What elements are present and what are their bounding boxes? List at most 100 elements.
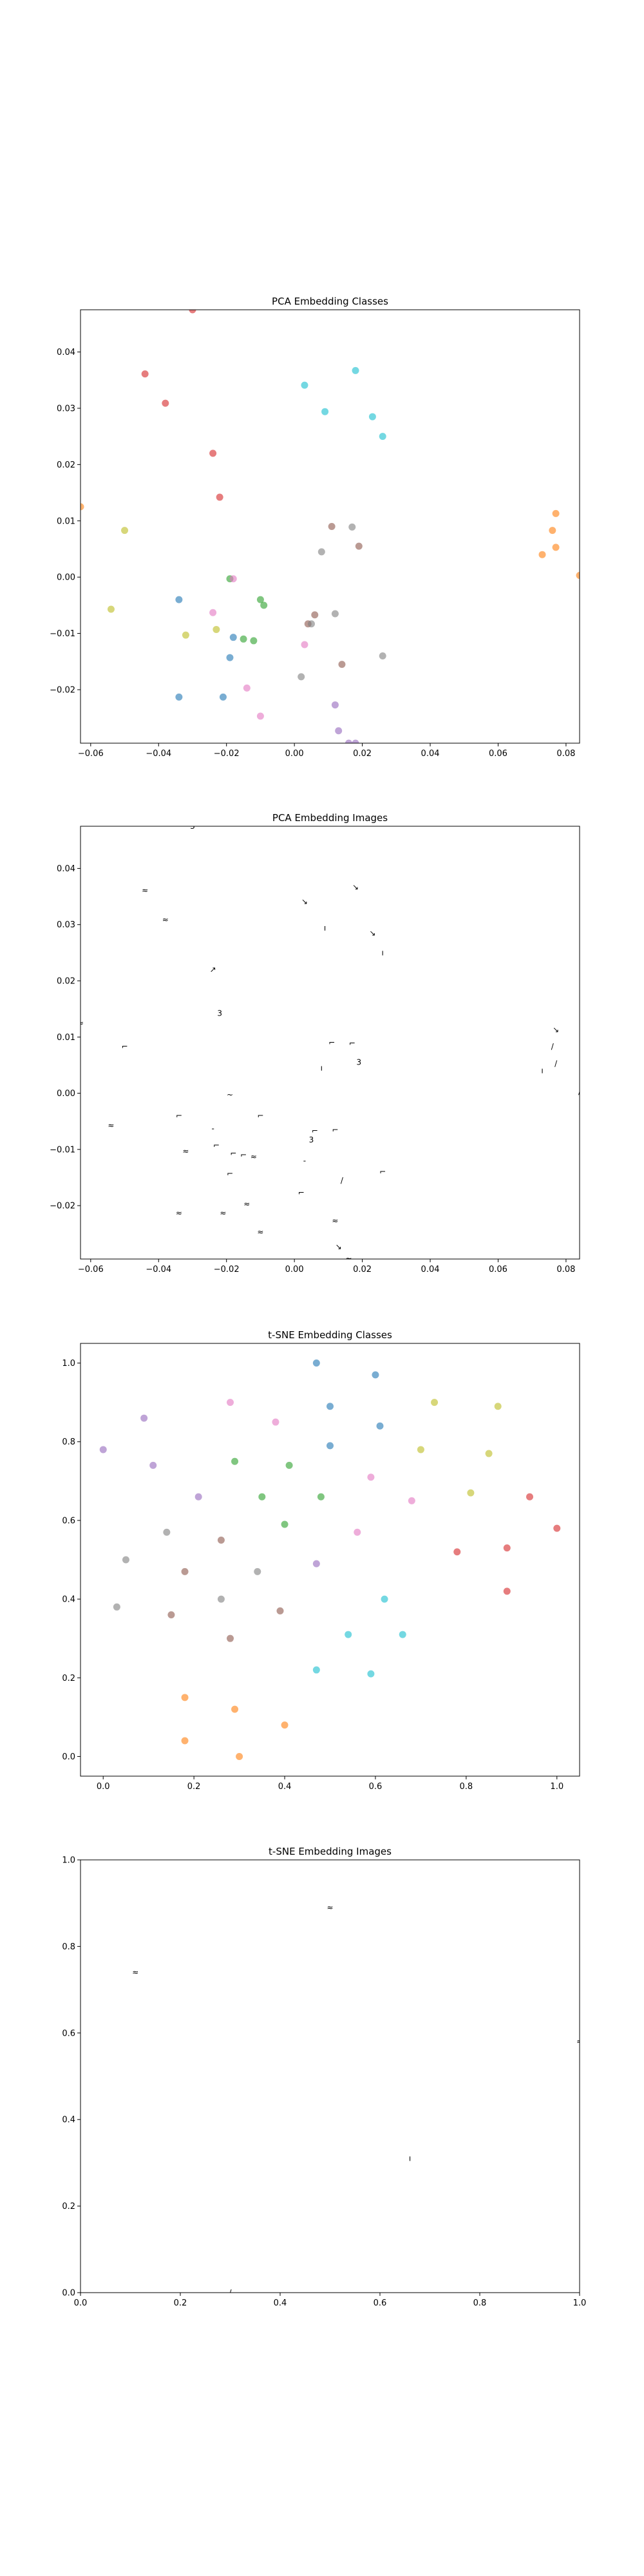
axes-frame: [80, 1859, 580, 2293]
y-tick-label: 0.02: [57, 460, 75, 470]
digit-image-marker: /: [551, 1042, 554, 1051]
digit-image-marker: ↗: [210, 965, 216, 974]
chart-4: t-SNE Embedding Images ≈ ≈ ≈ ı / 0.0 0.2 0.4 0.6 0…: [62, 1846, 586, 2308]
scatter-point: [331, 701, 339, 709]
digit-image-marker: ⌐: [298, 1188, 305, 1197]
digit-image-marker: ↘: [336, 1242, 342, 1251]
scatter-point: [163, 1528, 171, 1536]
digit-image-marker: ⌐: [227, 1169, 233, 1178]
x-tick-label: 0.0: [74, 2298, 88, 2308]
scatter-point: [317, 548, 325, 556]
x-tick-label: 1.0: [550, 1782, 564, 1792]
scatter-point: [240, 635, 247, 643]
scatter-point: [503, 1544, 511, 1552]
x-tick-label: −0.04: [146, 1265, 171, 1274]
digit-image-marker: /: [341, 1176, 344, 1185]
y-tick-label: 0.8: [62, 1437, 75, 1447]
digit-image-marker: /: [554, 1059, 558, 1068]
x-tick-label: 0.08: [556, 1265, 575, 1274]
scatter-point: [182, 631, 189, 639]
scatter-point: [141, 370, 149, 378]
y-tick-label: 0.2: [62, 1674, 75, 1683]
scatter-point: [352, 366, 359, 374]
scatter-point: [227, 1634, 234, 1642]
x-tick-label: 0.2: [187, 1782, 201, 1792]
scatter-point: [250, 637, 258, 645]
x-tick-label: 0.4: [274, 2298, 287, 2308]
digit-image-marker: ⌐: [213, 1141, 220, 1150]
digit-image-marker: ≈: [132, 1968, 138, 1977]
digit-image-marker: ⌐: [379, 1168, 386, 1177]
scatter-point: [256, 712, 264, 720]
chart-title: t-SNE Embedding Images: [269, 1846, 392, 1857]
digit-image-marker: 3: [309, 1135, 314, 1144]
scatter-point: [312, 1666, 320, 1674]
scatter-point: [194, 1493, 202, 1501]
scatter-point: [181, 1567, 189, 1575]
scatter-point: [272, 1418, 279, 1426]
digit-image-marker: ≈: [220, 1208, 226, 1217]
digit-image-marker: ⌐: [328, 1038, 335, 1047]
scatter-point: [254, 1567, 261, 1575]
digit-image-marker: ≈: [108, 1121, 114, 1130]
scatter-point: [175, 596, 183, 603]
chart-2: PCA Embedding Images 3 ≈ ≈ ↗ 3 ≈ ⌐ ≈ ⌐ ≈ ≈ - ⌐ ~ ⌐ ⌐ ≈ ⌐ ⌐ ≈…: [50, 812, 580, 1274]
scatter-point: [526, 1493, 533, 1501]
scatter-point: [408, 1497, 415, 1504]
scatter-point: [348, 523, 356, 531]
digit-image-marker: ⌐: [230, 1149, 236, 1158]
y-tick-label: 0.03: [57, 920, 75, 930]
x-tick-label: 0.04: [421, 749, 440, 759]
scatter-point: [281, 1721, 289, 1729]
scatter-point: [227, 1399, 234, 1406]
digit-image-marker: ı: [541, 1066, 543, 1075]
x-tick-label: 0.8: [460, 1782, 473, 1792]
digit-image-marker: 3: [356, 1058, 361, 1067]
digit-image-marker: ↘: [369, 929, 375, 938]
digit-image-marker: ≈: [243, 1199, 250, 1208]
y-tick-label: 0.0: [62, 2289, 75, 2298]
scatter-point: [317, 1493, 325, 1501]
scatter-point: [181, 1694, 189, 1701]
x-tick-label: 0.6: [369, 1782, 383, 1792]
scatter-point: [181, 1737, 189, 1745]
scatter-point: [485, 1450, 493, 1457]
scatter-point: [467, 1489, 475, 1497]
scatter-point: [301, 381, 308, 389]
scatter-point: [549, 527, 556, 535]
scatter-point: [121, 527, 129, 535]
scatter-point: [167, 1611, 175, 1619]
scatter-point: [331, 610, 339, 618]
chart-title: PCA Embedding Images: [272, 812, 388, 824]
digit-image-marker: ≈: [176, 1208, 182, 1217]
digit-image-marker: ≈: [162, 915, 169, 924]
scatter-point: [189, 310, 196, 314]
x-tick-label: 0.08: [556, 749, 575, 759]
y-tick-label: 0.02: [57, 977, 75, 987]
y-tick-label: 0.00: [57, 573, 75, 583]
y-tick-label: 0.04: [57, 864, 75, 874]
scatter-point: [217, 1536, 225, 1544]
digit-image-marker: ⌐: [240, 1151, 247, 1160]
digit-image-marker: ↘: [301, 897, 308, 906]
scatter-point: [113, 1603, 120, 1611]
scatter-point: [231, 1705, 239, 1713]
x-tick-label: 0.4: [278, 1782, 292, 1792]
digit-image-marker: ↘: [553, 1025, 559, 1034]
scatter-point: [308, 620, 316, 628]
y-tick-label: 0.4: [62, 1595, 75, 1605]
digit-image-marker: -: [211, 1124, 214, 1133]
scatter-point: [417, 1446, 424, 1454]
scatter-point: [352, 739, 359, 743]
digit-image-marker: ı: [324, 923, 326, 933]
x-tick-label: 0.2: [174, 2298, 187, 2308]
digit-image-marker: ≈: [327, 1903, 333, 1912]
scatter-point: [345, 1631, 352, 1638]
y-tick-label: 0.6: [62, 2029, 75, 2038]
scatter-point: [312, 1359, 320, 1367]
chart-title: t-SNE Embedding Classes: [268, 1329, 392, 1341]
scatter-point: [367, 1670, 375, 1678]
y-tick-label: 0.03: [57, 404, 75, 413]
digit-image-marker: /: [229, 2288, 232, 2297]
y-tick-label: 0.01: [57, 1033, 75, 1043]
